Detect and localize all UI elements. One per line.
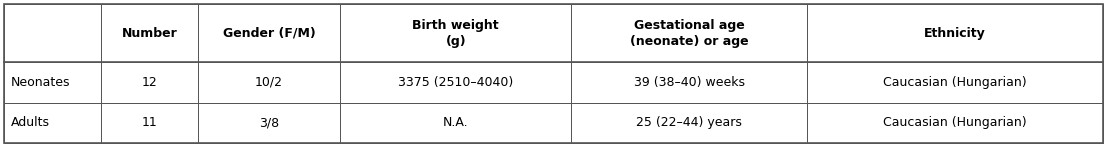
Text: 10/2: 10/2 bbox=[255, 76, 283, 89]
Text: Adults: Adults bbox=[11, 116, 50, 129]
Bar bbox=[807, 4, 1103, 62]
Bar bbox=[4, 4, 101, 62]
Text: Number: Number bbox=[122, 27, 177, 40]
Bar bbox=[198, 102, 341, 143]
Text: 39 (38–40) weeks: 39 (38–40) weeks bbox=[633, 76, 745, 89]
Bar bbox=[341, 4, 571, 62]
Text: Gender (F/M): Gender (F/M) bbox=[223, 27, 315, 40]
Bar bbox=[101, 62, 198, 102]
Bar bbox=[341, 62, 571, 102]
Text: 3375 (2510–4040): 3375 (2510–4040) bbox=[399, 76, 514, 89]
Bar bbox=[341, 102, 571, 143]
Text: Neonates: Neonates bbox=[11, 76, 71, 89]
Text: Caucasian (Hungarian): Caucasian (Hungarian) bbox=[883, 116, 1026, 129]
Bar bbox=[101, 4, 198, 62]
Bar bbox=[198, 4, 341, 62]
Text: Caucasian (Hungarian): Caucasian (Hungarian) bbox=[883, 76, 1026, 89]
Text: 3/8: 3/8 bbox=[259, 116, 279, 129]
Text: N.A.: N.A. bbox=[443, 116, 468, 129]
Bar bbox=[571, 102, 807, 143]
Bar bbox=[4, 62, 101, 102]
Text: Gestational age
(neonate) or age: Gestational age (neonate) or age bbox=[630, 19, 748, 48]
Text: Ethnicity: Ethnicity bbox=[924, 27, 985, 40]
Text: 25 (22–44) years: 25 (22–44) years bbox=[637, 116, 742, 129]
Bar bbox=[807, 102, 1103, 143]
Bar bbox=[198, 62, 341, 102]
Bar bbox=[4, 102, 101, 143]
Text: 11: 11 bbox=[142, 116, 157, 129]
Text: 12: 12 bbox=[142, 76, 157, 89]
Bar bbox=[101, 102, 198, 143]
Bar bbox=[571, 62, 807, 102]
Bar bbox=[571, 4, 807, 62]
Bar bbox=[807, 62, 1103, 102]
Text: Birth weight
(g): Birth weight (g) bbox=[413, 19, 499, 48]
